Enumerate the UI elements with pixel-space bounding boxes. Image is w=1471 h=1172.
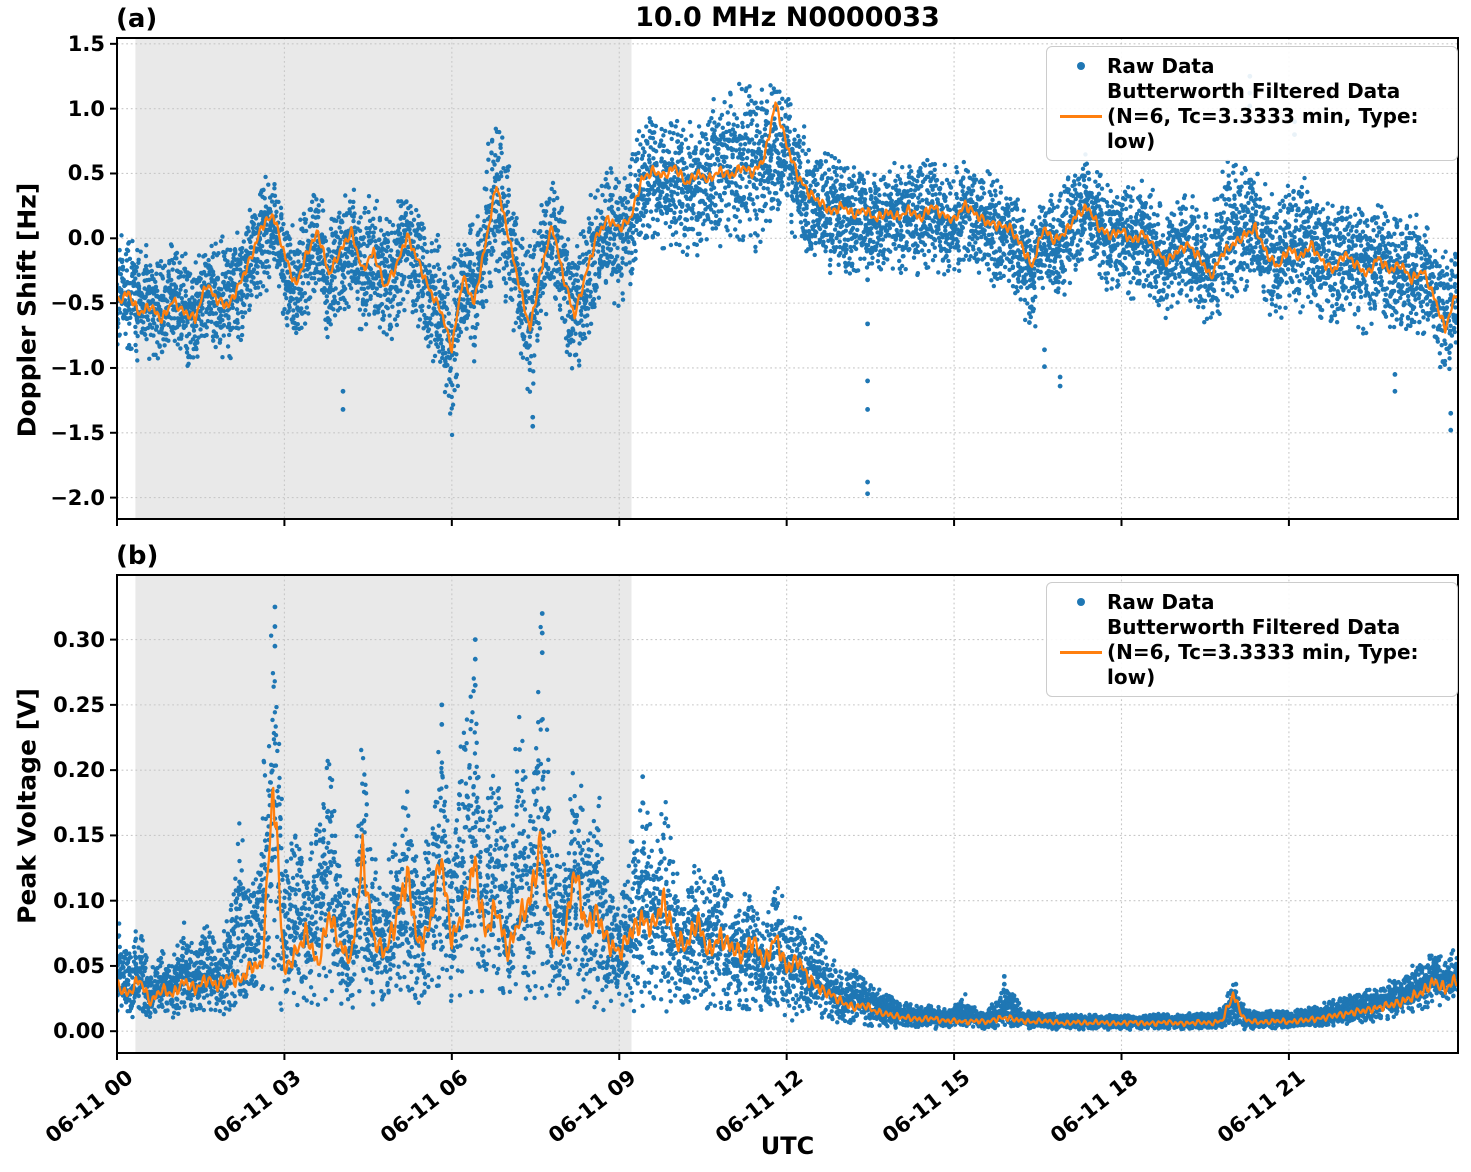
y-tick-label: 0.25 — [53, 692, 105, 717]
y-tick-label: −2.0 — [50, 485, 105, 510]
y-tick-label: 0.20 — [53, 758, 105, 783]
y-tick-label: 0.10 — [53, 888, 105, 913]
filtered-line-marker-icon — [1055, 114, 1107, 119]
y-tick-label: 0.0 — [67, 226, 105, 251]
raw-data-marker-icon — [1055, 598, 1107, 606]
chart-title: 10.0 MHz N0000033 — [635, 2, 940, 33]
y-tick-label: −1.0 — [50, 355, 105, 380]
legend-raw-label: Raw Data — [1107, 54, 1215, 78]
y-tick-label: 1.0 — [67, 96, 105, 121]
legend-filter-params: (N=6, Tc=3.3333 min, Type: low) — [1107, 640, 1419, 689]
legend-filtered-label: Butterworth Filtered Data — [1107, 79, 1401, 103]
legend-b: Raw Data Butterworth Filtered Data (N=6,… — [1046, 582, 1458, 697]
legend-filter-params: (N=6, Tc=3.3333 min, Type: low) — [1107, 104, 1419, 153]
raw-data-marker-icon — [1055, 62, 1107, 70]
panel-label-a: (a) — [116, 4, 158, 34]
legend-filtered-label: Butterworth Filtered Data — [1107, 615, 1401, 639]
y-tick-label: 0.30 — [53, 627, 105, 652]
legend-raw-label: Raw Data — [1107, 590, 1215, 614]
y-tick-label: 0.5 — [67, 161, 105, 186]
filtered-line-marker-icon — [1055, 650, 1107, 655]
y-tick-label: −0.5 — [50, 291, 105, 316]
panel-label-b: (b) — [116, 541, 159, 571]
x-axis-label: UTC — [760, 1132, 815, 1160]
y-tick-label: 0.00 — [53, 1019, 105, 1044]
legend-a: Raw Data Butterworth Filtered Data (N=6,… — [1046, 46, 1458, 161]
y-axis-label-b: Peak Voltage [V] — [12, 688, 42, 924]
y-tick-label: 0.15 — [53, 823, 105, 848]
y-tick-label: 0.05 — [53, 953, 105, 978]
y-tick-label: −1.5 — [50, 420, 105, 445]
y-tick-label: 1.5 — [67, 31, 105, 56]
y-axis-label-a: Doppler Shift [Hz] — [12, 182, 42, 438]
